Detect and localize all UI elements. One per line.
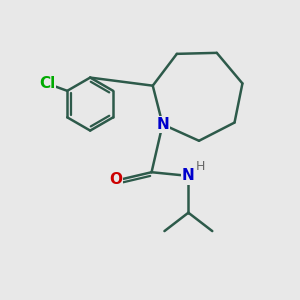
Text: O: O — [110, 172, 122, 187]
Text: Cl: Cl — [39, 76, 55, 91]
Text: N: N — [182, 168, 195, 183]
Text: H: H — [196, 160, 205, 173]
Text: N: N — [156, 117, 169, 132]
